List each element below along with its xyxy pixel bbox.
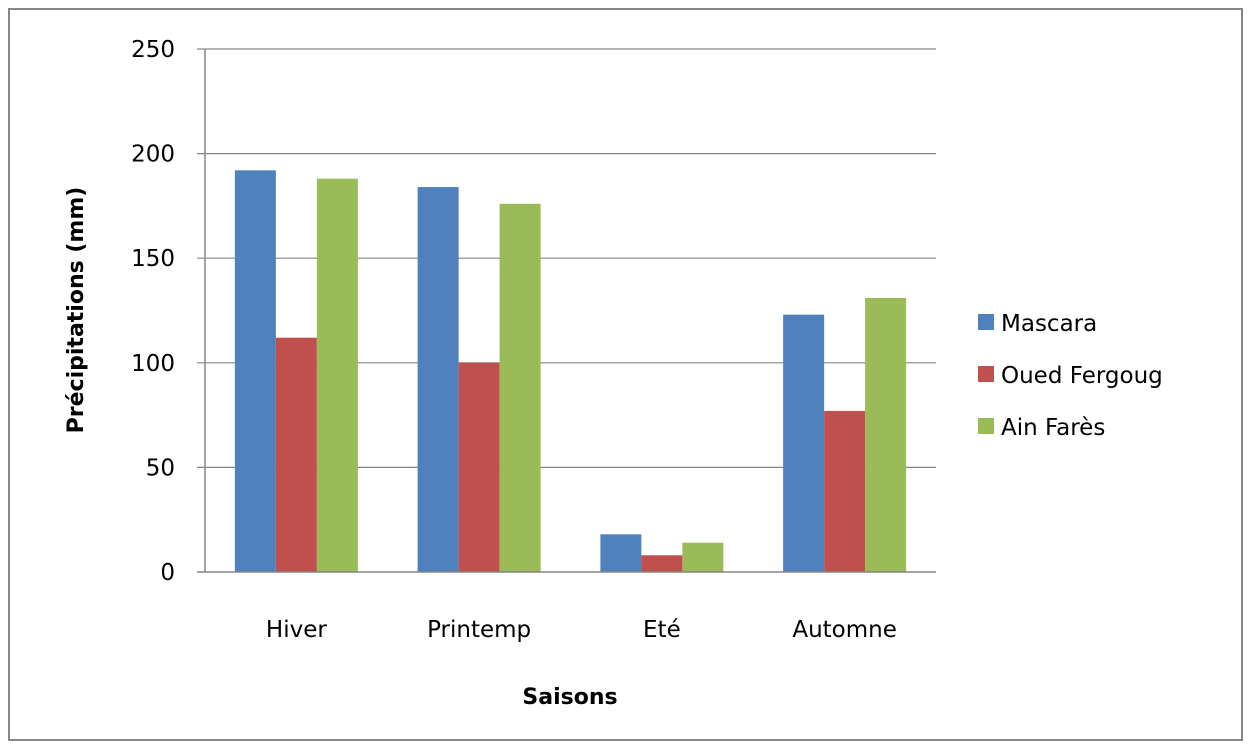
- bars: [234, 170, 907, 573]
- legend-label: Mascara: [1001, 311, 1097, 337]
- y-tick-label: 250: [131, 37, 175, 63]
- axes: [197, 49, 936, 573]
- y-tick-label: 150: [131, 246, 175, 272]
- x-tick-labels: Hiver Printemp Eté Automne: [266, 617, 897, 643]
- x-tick-label: Printemp: [427, 617, 531, 643]
- legend-swatch: [978, 366, 994, 382]
- y-tick-labels: 0 50 100 150 200 250: [131, 37, 175, 586]
- bar-1-2: [499, 203, 541, 573]
- bar-0-1: [275, 337, 317, 572]
- legend-swatch: [978, 418, 994, 434]
- bar-3-1: [824, 410, 866, 572]
- y-tick-label: 200: [131, 142, 175, 168]
- legend: Mascara Oued Fergoug Ain Farès: [978, 311, 1163, 441]
- bar-0-2: [316, 178, 358, 573]
- legend-swatch: [978, 314, 994, 330]
- bar-0-0: [234, 170, 276, 572]
- legend-label: Oued Fergoug: [1001, 363, 1163, 389]
- bar-1-1: [458, 362, 500, 572]
- bar-2-1: [641, 555, 683, 572]
- x-tick-label: Hiver: [266, 617, 327, 643]
- bar-2-0: [600, 534, 642, 572]
- y-tick-label: 50: [146, 455, 175, 481]
- x-axis-title: Saisons: [522, 685, 617, 710]
- chart-frame: [8, 8, 1243, 741]
- bar-3-0: [783, 314, 825, 572]
- bar-3-2: [865, 297, 907, 572]
- bar-2-2: [682, 542, 724, 572]
- x-tick-label: Automne: [792, 617, 897, 643]
- x-tick-label: Eté: [643, 617, 681, 643]
- y-tick-label: 0: [160, 560, 175, 586]
- bar-1-0: [417, 187, 459, 572]
- y-axis-title: Précipitations (mm): [64, 187, 89, 434]
- legend-label: Ain Farès: [1001, 415, 1105, 441]
- y-tick-label: 100: [131, 351, 175, 377]
